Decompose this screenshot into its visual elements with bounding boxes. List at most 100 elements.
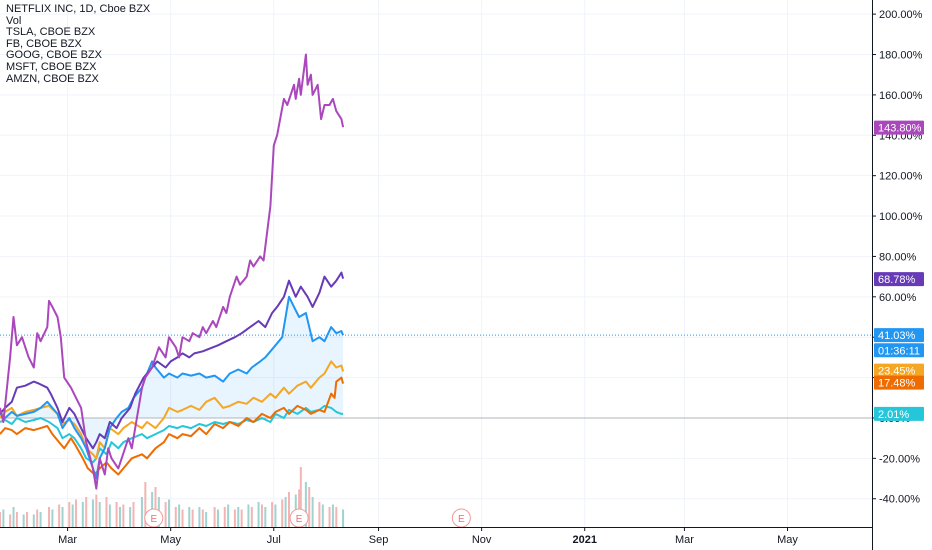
volume-bar bbox=[48, 507, 51, 527]
price-tag-amzn-bg bbox=[874, 272, 924, 287]
legend-compare-msft[interactable]: MSFT, CBOE BZX bbox=[6, 60, 97, 73]
volume-bar bbox=[81, 502, 84, 527]
legend-main-symbol[interactable]: NETFLIX INC, 1D, Cboe BZX bbox=[6, 3, 151, 15]
volume-bar bbox=[304, 482, 307, 527]
series-line-goog[interactable] bbox=[0, 376, 345, 476]
x-tick-label: Jul bbox=[267, 534, 281, 546]
series-line-tsla[interactable] bbox=[0, 53, 345, 490]
earnings-marker-label: E bbox=[458, 514, 465, 525]
volume-bar bbox=[174, 507, 177, 527]
volume-bar bbox=[154, 487, 157, 527]
volume-bar bbox=[328, 507, 331, 527]
legend-compare-amzn[interactable]: AMZN, CBOE BZX bbox=[6, 72, 99, 85]
legend-compare-goog[interactable]: GOOG, CBOE BZX bbox=[6, 49, 102, 62]
volume-bar bbox=[98, 502, 101, 527]
price-tag-nflx[interactable]: 41.03% bbox=[874, 328, 924, 343]
volume-bar bbox=[227, 504, 230, 527]
volume-bar bbox=[71, 504, 74, 527]
volume-bar bbox=[58, 504, 61, 527]
price-tag-goog[interactable]: 17.48% bbox=[874, 375, 924, 390]
volume-bar bbox=[287, 492, 290, 527]
series-line-msft[interactable] bbox=[0, 404, 344, 464]
volume-bar bbox=[247, 504, 250, 527]
y-tick-label: 60.00% bbox=[879, 292, 917, 304]
earnings-marker[interactable]: E bbox=[451, 508, 471, 528]
volume-bar bbox=[342, 509, 345, 527]
price-tag-goog-bg bbox=[874, 375, 924, 390]
earnings-marker-label: E bbox=[150, 514, 157, 525]
price-tag-goog-text: 17.48% bbox=[878, 378, 916, 390]
countdown-tag-text: 01:36:11 bbox=[878, 345, 920, 357]
volume-bar bbox=[85, 497, 88, 527]
guide-lines bbox=[0, 334, 872, 419]
volume-bar bbox=[217, 509, 219, 527]
price-tag-tsla-bg bbox=[874, 120, 924, 135]
series-line-amzn[interactable] bbox=[0, 271, 345, 450]
y-tick-label: 80.00% bbox=[879, 251, 917, 263]
volume-bar bbox=[132, 502, 135, 527]
price-tag-amzn-text: 68.78% bbox=[878, 274, 916, 286]
volume-bar bbox=[264, 507, 267, 527]
price-tag-msft[interactable]: 2.01% bbox=[874, 406, 924, 421]
volume-bar bbox=[299, 467, 302, 527]
volume-bar bbox=[39, 512, 42, 527]
volume-bar bbox=[281, 499, 284, 527]
earnings-marker[interactable]: E bbox=[289, 508, 309, 528]
volume-bar bbox=[0, 512, 1, 527]
y-tick-label: -20.00% bbox=[879, 453, 920, 465]
volume-bar bbox=[12, 507, 15, 527]
legend-volume[interactable]: Vol bbox=[6, 14, 22, 27]
volume-bar bbox=[36, 509, 39, 527]
x-tick-label: May bbox=[160, 534, 181, 546]
volume-bar bbox=[164, 502, 167, 527]
volume-bar bbox=[105, 497, 108, 527]
volume-bar bbox=[240, 509, 243, 527]
volume-bar bbox=[271, 502, 274, 527]
volume-bar bbox=[9, 514, 12, 527]
x-tick-label: 2021 bbox=[572, 534, 596, 546]
earnings-marker-label: E bbox=[296, 514, 303, 525]
volume-bar bbox=[260, 504, 263, 527]
countdown-tag[interactable]: 01:36:11 bbox=[874, 343, 924, 358]
volume-bar bbox=[2, 509, 5, 527]
price-tag-fb-text: 23.45% bbox=[878, 366, 916, 378]
series-line-nflx[interactable] bbox=[0, 295, 345, 480]
legend: NETFLIX INC, 1D, Cboe BZX Vol TSLA, CBOE… bbox=[6, 3, 151, 85]
price-tags: 143.80% 68.78% 41.03% 23.45%17.48% 2.01% 01:3… bbox=[874, 120, 924, 421]
x-tick-label: Mar bbox=[58, 534, 77, 546]
volume-bars bbox=[0, 467, 345, 527]
earnings-marker[interactable]: E bbox=[144, 508, 164, 528]
price-tag-tsla[interactable]: 143.80% bbox=[874, 120, 924, 135]
y-tick-label: 120.00% bbox=[879, 171, 923, 183]
x-tick-label: May bbox=[777, 534, 798, 546]
volume-bar bbox=[223, 507, 226, 527]
x-tick-label: Mar bbox=[675, 534, 694, 546]
volume-bar bbox=[318, 502, 321, 527]
x-tick-label: Nov bbox=[472, 534, 492, 546]
legend-compare-fb[interactable]: FB, CBOE BZX bbox=[6, 37, 82, 50]
volume-bar bbox=[118, 507, 121, 527]
volume-bar bbox=[68, 502, 71, 527]
volume-bar bbox=[95, 494, 98, 527]
price-tag-amzn[interactable]: 68.78% bbox=[874, 272, 924, 287]
volume-bar bbox=[237, 507, 240, 527]
legend-compare-tsla[interactable]: TSLA, CBOE BZX bbox=[6, 26, 96, 39]
volume-bar bbox=[284, 497, 287, 527]
volume-bar bbox=[250, 507, 253, 527]
volume-bar bbox=[188, 507, 191, 527]
x-tick-label: Sep bbox=[369, 534, 389, 546]
volume-bar bbox=[122, 504, 125, 527]
volume-bar bbox=[115, 502, 118, 527]
volume-bar bbox=[181, 509, 184, 527]
volume-bar bbox=[308, 487, 311, 527]
volume-bar bbox=[22, 514, 25, 527]
volume-bar bbox=[298, 489, 301, 527]
price-tag-fb[interactable]: 23.45% bbox=[874, 363, 924, 378]
volume-bar bbox=[198, 507, 201, 527]
volume-bar bbox=[108, 504, 111, 527]
y-tick-label: 200.00% bbox=[879, 9, 923, 21]
volume-bar bbox=[129, 507, 132, 527]
volume-bar bbox=[91, 499, 94, 527]
